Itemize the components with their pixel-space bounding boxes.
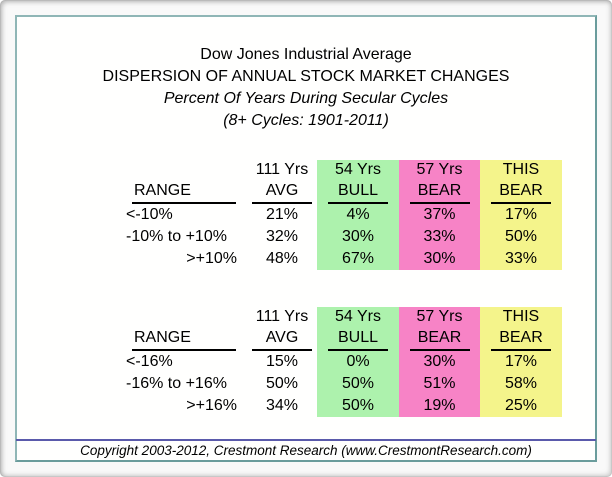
dispersion-table-16pct: RANGE 111 Yrs AVG 54 Yrs BULL 57 Yrs BEA… (113, 307, 562, 417)
title-line-4: (8+ Cycles: 1901-2011) (223, 112, 389, 129)
cell-range: >+10% (186, 250, 237, 267)
cell-avg: 34% (265, 397, 299, 414)
header-bull-label: BULL (328, 180, 388, 204)
cell-range: >+16% (186, 397, 237, 414)
header-bull-label: BULL (328, 327, 388, 351)
cell-this-bear: 50% (480, 226, 562, 248)
cell-avg: 50% (265, 375, 299, 392)
title-line-1: Dow Jones Industrial Average (200, 46, 412, 63)
header-bull-line1: 54 Yrs (335, 308, 381, 325)
header-range-label: RANGE (132, 180, 236, 204)
header-this-bear-label: BEAR (491, 327, 551, 351)
cell-bear: 30% (399, 248, 480, 270)
header-range: RANGE (113, 160, 247, 204)
cell-bear: 51% (399, 373, 480, 395)
cell-this-bear: 58% (480, 373, 562, 395)
header-bull-line1: 54 Yrs (335, 161, 381, 178)
cell-avg: 21% (265, 206, 299, 223)
cell-avg: 15% (265, 353, 299, 370)
cell-bull: 50% (317, 395, 399, 417)
header-bear-line1: 57 Yrs (416, 161, 463, 178)
teal-frame: Dow Jones Industrial Average DISPERSION … (15, 15, 597, 462)
title-block: Dow Jones Industrial Average DISPERSION … (17, 44, 595, 132)
dispersion-table-10pct: RANGE 111 Yrs AVG 54 Yrs BULL 57 Yrs BEA… (113, 160, 562, 270)
header-this-bear: THIS BEAR (480, 307, 562, 351)
header-this-bear-label: BEAR (491, 180, 551, 204)
cell-bear: 37% (399, 204, 480, 226)
header-bear-label: BEAR (409, 327, 470, 351)
cell-this-bear: 17% (480, 204, 562, 226)
header-avg-label: AVG (252, 327, 312, 351)
cell-bull: 30% (317, 226, 399, 248)
header-avg: 111 Yrs AVG (247, 160, 317, 204)
cell-this-bear: 33% (480, 248, 562, 270)
cell-range: <-10% (126, 206, 173, 223)
header-range-label: RANGE (132, 327, 236, 351)
header-bull: 54 Yrs BULL (317, 160, 399, 204)
header-avg-line1: 111 Yrs (255, 161, 309, 178)
cell-this-bear: 17% (480, 351, 562, 373)
header-avg-label: AVG (252, 180, 312, 204)
cell-bull: 4% (317, 204, 399, 226)
cell-bear: 19% (399, 395, 480, 417)
header-avg-line1: 111 Yrs (255, 308, 309, 325)
title-line-2: DISPERSION OF ANNUAL STOCK MARKET CHANGE… (102, 68, 510, 85)
header-bull: 54 Yrs BULL (317, 307, 399, 351)
cell-bull: 0% (317, 351, 399, 373)
header-range: RANGE (113, 307, 247, 351)
header-bear: 57 Yrs BEAR (399, 307, 480, 351)
header-this-bear: THIS BEAR (480, 160, 562, 204)
header-avg: 111 Yrs AVG (247, 307, 317, 351)
cell-this-bear: 25% (480, 395, 562, 417)
cell-avg: 32% (265, 228, 299, 245)
header-bear-label: BEAR (409, 180, 470, 204)
cell-bear: 30% (399, 351, 480, 373)
cell-avg: 48% (265, 250, 299, 267)
cell-range: -16% to +16% (126, 375, 227, 392)
cell-range: <-16% (126, 353, 173, 370)
header-bear: 57 Yrs BEAR (399, 160, 480, 204)
header-bear-line1: 57 Yrs (416, 308, 463, 325)
cell-bull: 50% (317, 373, 399, 395)
header-this-bear-line1: THIS (502, 308, 540, 325)
header-this-bear-line1: THIS (502, 161, 540, 178)
cell-bull: 67% (317, 248, 399, 270)
cell-range: -10% to +10% (126, 228, 227, 245)
cell-bear: 33% (399, 226, 480, 248)
footer-divider (16, 439, 596, 441)
copyright-text: Copyright 2003-2012, Crestmont Research … (80, 443, 532, 458)
title-line-3: Percent Of Years During Secular Cycles (163, 90, 449, 107)
